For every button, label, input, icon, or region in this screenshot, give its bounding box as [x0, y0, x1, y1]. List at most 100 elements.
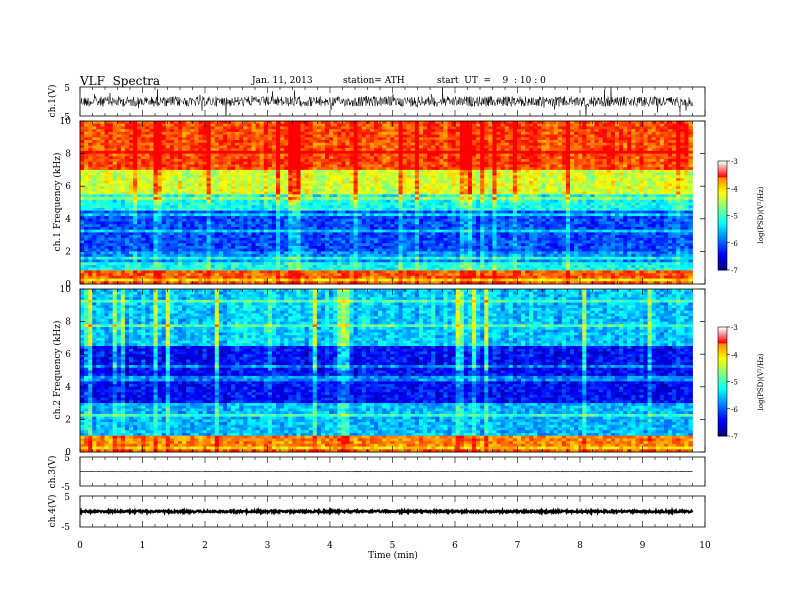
spectrogram-cell: [660, 151, 664, 154]
spectrogram-cell: [582, 162, 586, 165]
spectrogram-cell: [497, 173, 501, 176]
spectrogram-cell: [190, 143, 194, 146]
spectrogram-cell: [158, 167, 162, 170]
spectrogram-cell: [627, 145, 631, 148]
spectrogram-cell: [141, 132, 145, 135]
spectrogram-cell: [125, 178, 129, 181]
spectrogram-cell: [574, 181, 578, 184]
spectrogram-cell: [105, 145, 109, 148]
spectrogram-cell: [296, 175, 300, 178]
spectrogram-cell: [337, 132, 341, 135]
spectrogram-cell: [203, 151, 207, 154]
spectrogram-cell: [170, 159, 174, 162]
spectrogram-cell: [615, 162, 619, 165]
spectrogram-cell: [541, 175, 545, 178]
spectrogram-cell: [223, 148, 227, 151]
spectrogram-cell: [668, 135, 672, 138]
spectrogram-cell: [317, 162, 321, 165]
spectrogram-cell: [223, 121, 227, 124]
spectrogram-cell: [84, 164, 88, 167]
spectrogram-cell: [105, 154, 109, 157]
spectrogram-cell: [252, 173, 256, 176]
spectrogram-cell: [492, 173, 496, 176]
spectrogram-cell: [660, 162, 664, 165]
spectrogram-cell: [296, 181, 300, 184]
spectrogram-cell: [497, 126, 501, 129]
spectrogram-cell: [529, 178, 533, 181]
spectrogram-cell: [284, 143, 288, 146]
spectrogram-cell: [537, 167, 541, 170]
spectrogram-cell: [607, 167, 611, 170]
spectrogram-cell: [492, 164, 496, 167]
spectrogram-cell: [382, 156, 386, 159]
spectrogram-cell: [154, 129, 158, 132]
spectrogram-cell: [117, 126, 121, 129]
spectrogram-cell: [141, 148, 145, 151]
spectrogram-cell: [178, 126, 182, 129]
spectrogram-cell: [497, 170, 501, 173]
spectrogram-cell: [419, 124, 423, 127]
spectrogram-cell: [317, 129, 321, 132]
spectrogram-cell: [207, 148, 211, 151]
spectrogram-cell: [362, 121, 366, 124]
spectrogram-cell: [439, 129, 443, 132]
spectrogram-cell: [595, 164, 599, 167]
spectrogram-cell: [350, 148, 354, 151]
spectrogram-cell: [186, 175, 190, 178]
spectrogram-cell: [435, 151, 439, 154]
spectrogram-cell: [464, 151, 468, 154]
spectrogram-cell: [174, 170, 178, 173]
spectrogram-cell: [109, 121, 113, 124]
spectrogram-cell: [207, 178, 211, 181]
spectrogram-cell: [599, 132, 603, 135]
spectrogram-cell: [211, 124, 215, 127]
spectrogram-cell: [105, 137, 109, 140]
spectrogram-cell: [546, 135, 550, 138]
spectrogram-cell: [407, 154, 411, 157]
spectrogram-cell: [100, 170, 104, 173]
spectrogram-cell: [509, 175, 513, 178]
spectrogram-cell: [619, 145, 623, 148]
spectrogram-cell: [239, 132, 243, 135]
spectrogram-cell: [386, 164, 390, 167]
spectrogram-cell: [623, 154, 627, 157]
spectrogram-cell: [660, 178, 664, 181]
spectrogram-cell: [566, 154, 570, 157]
spectrogram-cell: [190, 140, 194, 143]
spectrogram-cell: [100, 162, 104, 165]
spectrogram-cell: [464, 159, 468, 162]
spectrogram-cell: [219, 159, 223, 162]
spectrogram-cell: [611, 167, 615, 170]
spectrogram-cell: [676, 145, 680, 148]
spectrogram-cell: [223, 181, 227, 184]
spectrogram-cell: [627, 162, 631, 165]
spectrogram-cell: [664, 124, 668, 127]
spectrogram-cell: [386, 173, 390, 176]
spectrogram-cell: [243, 173, 247, 176]
spectrogram-cell: [149, 167, 153, 170]
spectrogram-cell: [203, 175, 207, 178]
spectrogram-cell: [288, 173, 292, 176]
spectrogram-cell: [472, 178, 476, 181]
spectrogram-cell: [354, 167, 358, 170]
spectrogram-cell: [309, 121, 313, 124]
spectrogram-cell: [684, 129, 688, 132]
spectrogram-cell: [154, 167, 158, 170]
spectrogram-cell: [198, 154, 202, 157]
spectrogram-cell: [80, 167, 84, 170]
spectrogram-cell: [399, 140, 403, 143]
spectrogram-cell: [411, 132, 415, 135]
spectrogram-cell: [292, 129, 296, 132]
spectrogram-cell: [578, 140, 582, 143]
spectrogram-cell: [345, 129, 349, 132]
spectrogram-cell: [333, 143, 337, 146]
spectrogram-cell: [615, 143, 619, 146]
spectrogram-cell: [452, 175, 456, 178]
spectrogram-cell: [546, 154, 550, 157]
spectrogram-cell: [480, 162, 484, 165]
spectrogram-cell: [80, 170, 84, 173]
spectrogram-cell: [537, 154, 541, 157]
spectrogram-cell: [443, 137, 447, 140]
spectrogram-cell: [178, 145, 182, 148]
spectrogram-cell: [252, 178, 256, 181]
